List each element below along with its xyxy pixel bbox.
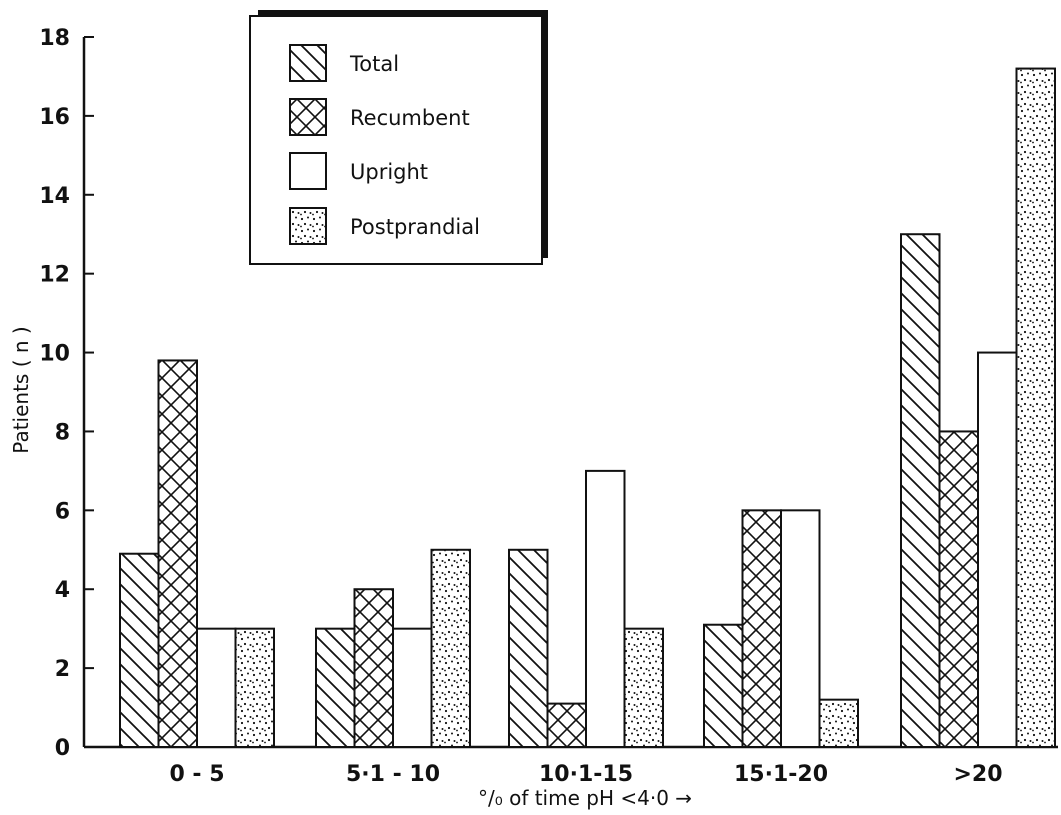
x-tick-label: 10·1-15: [539, 762, 633, 787]
y-tick-label: 16: [39, 105, 70, 130]
y-tick-label: 2: [55, 657, 70, 682]
bars: [119, 67, 1056, 749]
x-axis-title: °/₀ of time pH <4·0 →: [478, 786, 692, 810]
bar-recumbent-4: [741, 509, 782, 749]
bar-postprandial-2: [430, 548, 471, 748]
bar-upright-2: [392, 627, 433, 749]
bar-upright-4: [780, 509, 821, 749]
bar-total-2: [315, 627, 356, 749]
y-tick-label: 12: [39, 263, 70, 288]
y-tick-label: 18: [39, 26, 70, 51]
legend-label-upright: Upright: [350, 160, 428, 184]
y-tick-label: 6: [55, 499, 70, 524]
legend-swatch-recumbent: [289, 98, 327, 136]
bar-recumbent-2: [353, 588, 394, 748]
bar-postprandial-3: [623, 627, 664, 749]
bar-postprandial-1: [234, 627, 275, 749]
x-axis-labels: 0 - 5 5·1 - 10 10·1-15 15·1-20 >20: [169, 762, 1002, 787]
bar-postprandial-5: [1015, 67, 1056, 749]
bar-recumbent-5: [938, 430, 979, 748]
legend-label-recumbent: Recumbent: [350, 106, 470, 130]
y-tick-label: 14: [39, 184, 70, 209]
x-tick-label: 5·1 - 10: [346, 762, 440, 787]
x-tick-label: >20: [953, 762, 1002, 787]
legend-label-total: Total: [349, 52, 399, 76]
y-tick-label: 4: [55, 578, 70, 603]
y-tick-label: 10: [39, 342, 70, 367]
legend-swatch-total: [289, 44, 327, 82]
legend-label-postprandial: Postprandial: [350, 215, 480, 239]
y-tick-label: 8: [55, 420, 70, 445]
y-axis-ticks: 0 2 4 6 8 10 12 14 16 18: [39, 26, 94, 761]
bar-upright-5: [977, 351, 1018, 748]
legend-swatch-postprandial: [289, 207, 327, 245]
y-axis-title: Patients ( n ): [9, 326, 33, 453]
y-tick-label: 0: [55, 736, 70, 761]
legend: Total Recumbent Upright Postprandial: [249, 10, 548, 265]
bar-recumbent-3: [546, 702, 587, 748]
bar-recumbent-1: [157, 359, 198, 748]
bar-total-1: [119, 552, 160, 748]
bar-upright-3: [585, 469, 626, 748]
x-tick-label: 0 - 5: [169, 762, 224, 787]
bar-upright-1: [196, 627, 237, 749]
x-tick-label: 15·1-20: [734, 762, 828, 787]
bar-postprandial-4: [818, 698, 859, 749]
bar-total-5: [900, 233, 941, 748]
legend-swatch-upright: [289, 152, 327, 190]
bar-total-3: [508, 548, 549, 748]
bar-total-4: [703, 623, 744, 749]
